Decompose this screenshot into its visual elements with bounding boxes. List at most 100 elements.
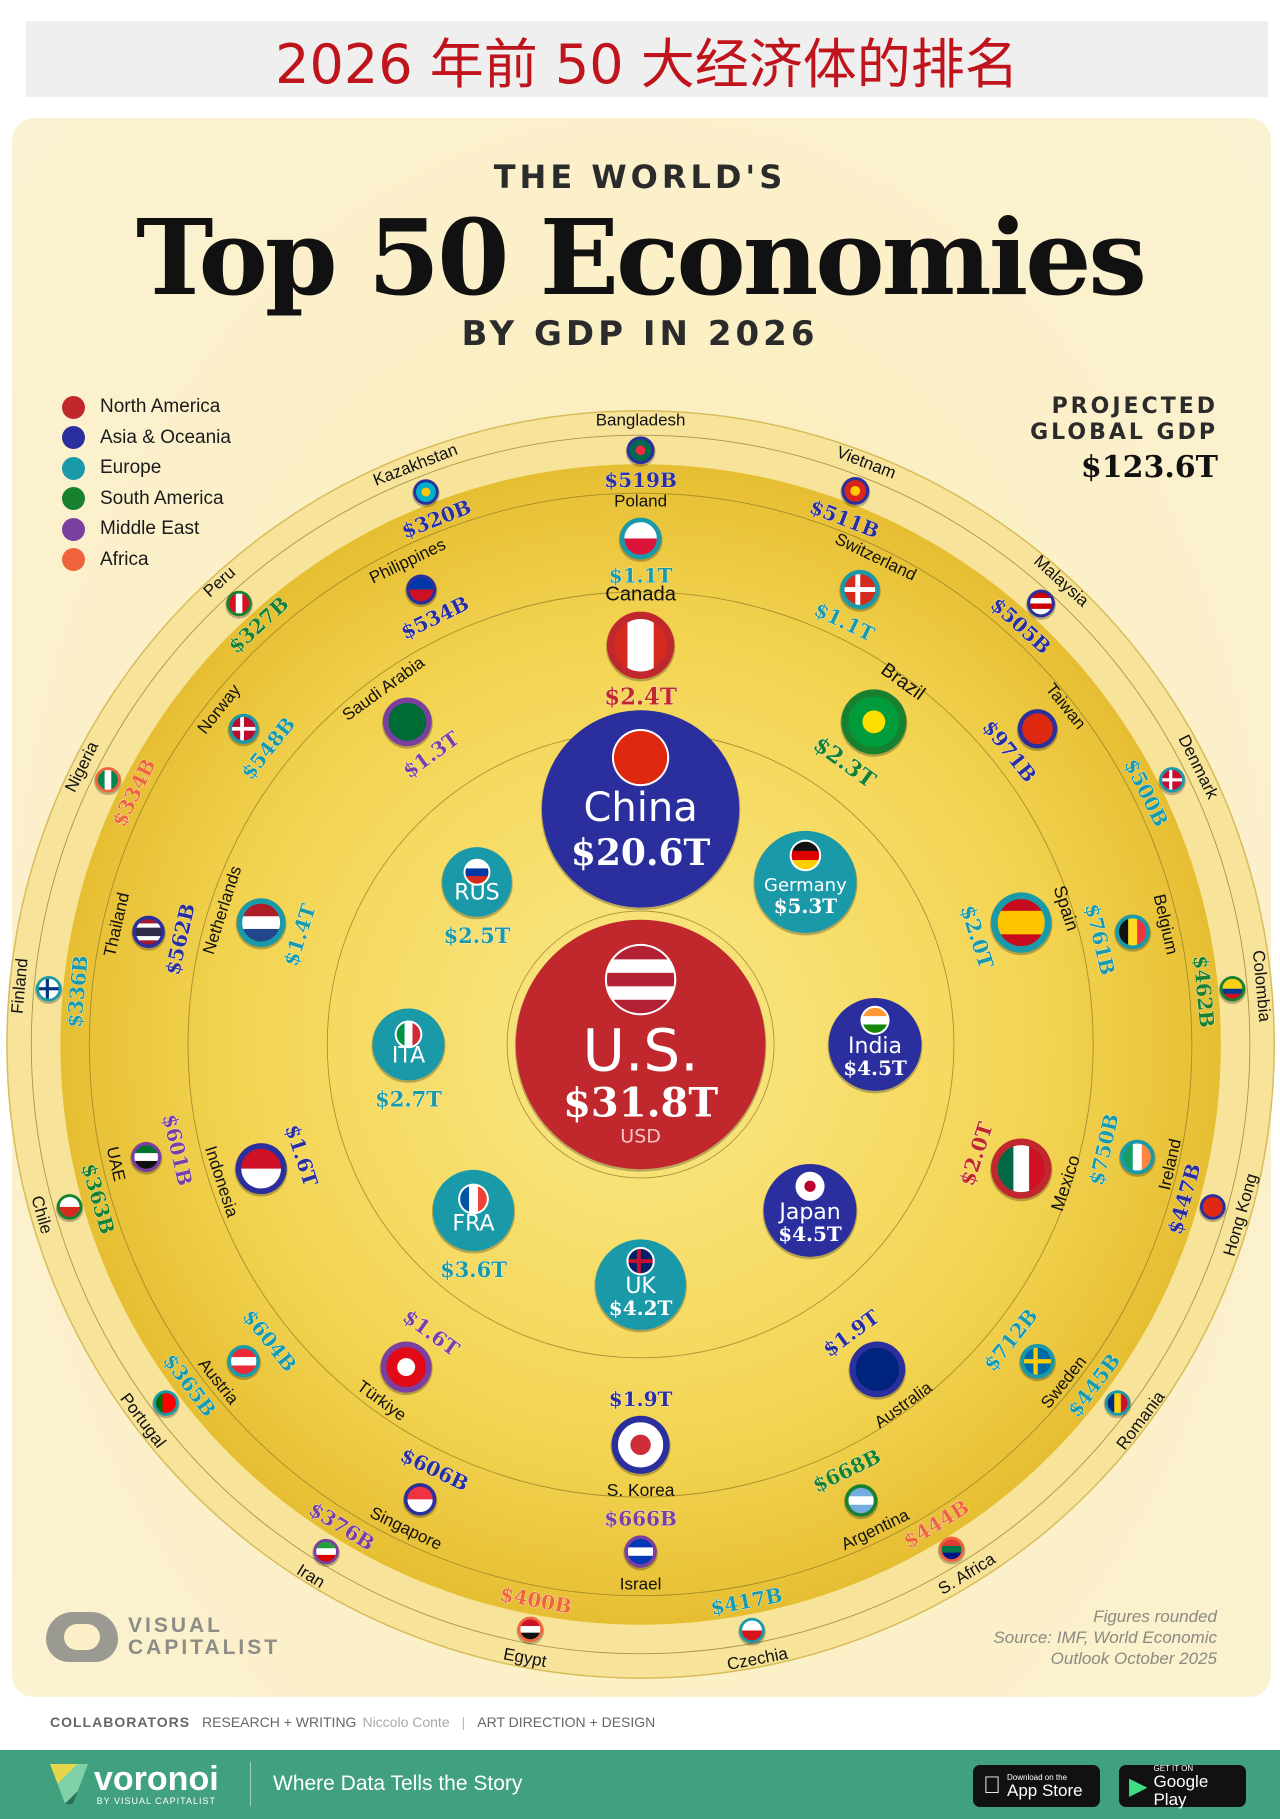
flag-icon (941, 1539, 962, 1560)
country-value: $4.5T (843, 1056, 907, 1080)
flag-icon (409, 577, 434, 602)
projected-global-gdp: PROJECTED GLOBAL GDP $123.6T (1030, 394, 1218, 485)
country-s-korea[interactable]: S. Korea $1.9T (607, 1387, 675, 1500)
collaborator-name: Niccolo Conte (362, 1714, 450, 1730)
country-india[interactable]: India$4.5T (827, 998, 923, 1094)
country-bubble (515, 919, 766, 1170)
flag-icon (844, 480, 867, 502)
banner-title: 2026 年前 50 大经济体的排名 (275, 32, 1019, 96)
voronoi-logo-icon (50, 1764, 88, 1804)
flag-icon (848, 696, 900, 748)
vc-logo-icon (46, 1612, 118, 1662)
country-value: $2.4T (604, 684, 677, 710)
flag-icon (627, 1538, 654, 1565)
flag-icon (862, 1007, 888, 1033)
country-label: UK (625, 1274, 656, 1299)
flag-icon (628, 1248, 653, 1274)
country-label: U.S. (583, 1016, 699, 1084)
app-store-small: Download on the (989, 1772, 1067, 1782)
country-value: $4.2T (609, 1296, 673, 1320)
legend-dot (62, 395, 85, 419)
legend-label: Africa (100, 548, 149, 570)
subtitle: BY GDP IN 2026 (461, 314, 819, 354)
flag-icon (229, 593, 250, 614)
country-value: $31.8T (563, 1079, 718, 1126)
country-canada[interactable]: Canada $2.4T (604, 584, 677, 711)
country-mexico[interactable]: Mexico$2.0T (955, 1118, 1086, 1218)
legend-label: North America (100, 396, 221, 418)
legend-item: Africa (62, 545, 231, 576)
legend-item: North America (62, 392, 231, 423)
collaborator-role: ART DIRECTION + DESIGN (477, 1714, 656, 1730)
country-label: India (848, 1034, 902, 1059)
legend-dot (62, 456, 85, 480)
ring (506, 910, 775, 1179)
flag-icon (1022, 713, 1053, 745)
separator: | (461, 1714, 466, 1730)
legend-label: South America (100, 487, 224, 509)
tagline: Where Data Tells the Story (273, 1772, 523, 1795)
ring (30, 434, 1251, 1655)
flag-icon (242, 903, 281, 942)
flag-icon (316, 1541, 337, 1562)
flag-icon (1030, 592, 1052, 615)
country-bubble (541, 710, 740, 908)
country-value: $4.5T (778, 1222, 842, 1246)
country-israel[interactable]: Israel $666B (604, 1506, 677, 1593)
flag-icon (848, 1487, 874, 1514)
flag-icon (1107, 1393, 1128, 1414)
country-poland[interactable]: Poland $1.1T (608, 492, 673, 588)
flag-icon (1123, 1143, 1151, 1171)
country-bubble (828, 998, 922, 1091)
country-value: $519B (604, 468, 677, 492)
flag-icon (791, 841, 820, 870)
country-bangladesh[interactable]: Bangladesh $519B (596, 410, 686, 492)
legend-label: Asia & Oceania (100, 426, 231, 448)
kicker: THE WORLD'S (493, 158, 787, 196)
country-value: $2.7T (375, 1086, 442, 1111)
flag-icon (614, 618, 667, 672)
country-russia[interactable]: RUS $2.5T (441, 847, 513, 948)
country-label: RUS (454, 880, 499, 905)
main-title: Top 50 Economies (136, 196, 1147, 319)
country-name: S. Korea (607, 1480, 675, 1500)
source-line: Figures rounded (1093, 1607, 1217, 1626)
flag-icon (606, 945, 675, 1014)
flag-icon (407, 1486, 433, 1513)
flag-icon (134, 1145, 158, 1169)
country-france[interactable]: FRA $3.6T (431, 1169, 516, 1282)
flag-icon (855, 1347, 900, 1392)
country-value: $3.6T (440, 1257, 507, 1282)
app-store-label: App Store (989, 1780, 1083, 1800)
country-italy[interactable]: ITA $2.7T (371, 1008, 446, 1112)
country-china[interactable]: China$20.6T (540, 710, 741, 911)
country-uk[interactable]: UK$4.2T (594, 1239, 687, 1333)
legend-label: Europe (100, 457, 162, 479)
legend-dot (62, 517, 85, 541)
voronoi-logo[interactable]: voronoi BY VISUAL CAPITALIST (50, 1762, 219, 1806)
flag-icon (38, 978, 59, 999)
voronoi-logo-text: voronoi (94, 1760, 219, 1798)
country-germany[interactable]: Germany$5.3T (753, 830, 858, 936)
projected-value: $123.6T (1080, 450, 1218, 485)
legend-item: South America (62, 484, 231, 515)
ring (187, 591, 1094, 1498)
flag-icon (231, 717, 256, 741)
flag-icon (231, 1348, 257, 1374)
google-play-icon: ▶ (1129, 1772, 1148, 1800)
flag-icon (629, 439, 652, 462)
vc-logo-text: VISUAL (128, 1614, 224, 1637)
projected-label: PROJECTED (1051, 394, 1218, 419)
flag-icon (520, 1619, 541, 1640)
flag-icon (1202, 1196, 1223, 1217)
country-japan[interactable]: Japan$4.5T (762, 1163, 858, 1260)
country-label: Germany (764, 875, 847, 896)
footer: voronoi BY VISUAL CAPITALIST Where Data … (0, 1750, 1280, 1819)
country-value: $2.5T (444, 923, 511, 948)
google-play-button[interactable]: ▶ GET IT ON Google Play (1119, 1764, 1246, 1808)
flag-icon (1162, 769, 1183, 790)
flag-icon (797, 1173, 823, 1199)
